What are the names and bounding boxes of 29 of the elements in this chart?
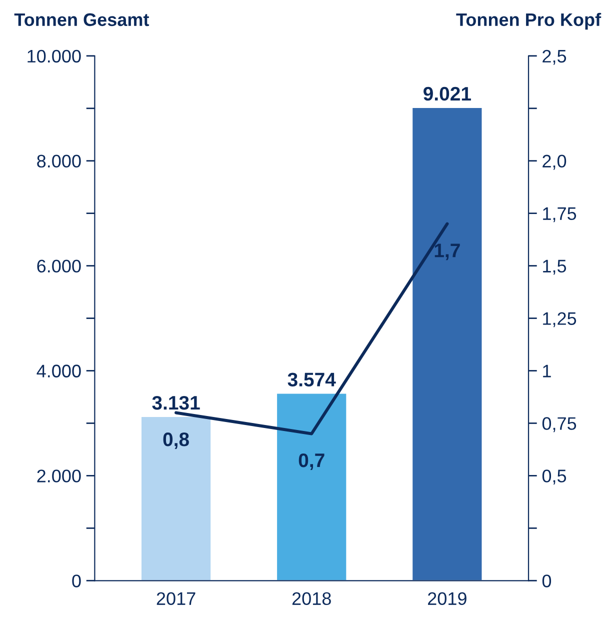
x-tick-label: 2017: [156, 592, 196, 606]
x-tick-label: 2019: [428, 592, 466, 606]
bar: [411, 106, 484, 581]
y-tick-label: 8.000: [37, 154, 81, 168]
data-label: 3.131: [152, 396, 200, 410]
x-tick-label: 2018: [292, 592, 331, 606]
y-tick-label: 10.000: [28, 50, 81, 63]
y-axis-title: Tonnen Gesamt: [14, 13, 150, 26]
y2-tick-label: 1,5: [543, 260, 566, 275]
y2-tick-label: 1: [543, 364, 551, 378]
bar: [140, 416, 212, 581]
bar: [276, 392, 348, 581]
y-tick-label: 6.000: [37, 260, 81, 273]
y2-tick-label: 0,75: [542, 417, 576, 432]
data-label: 9.021: [424, 86, 471, 101]
y-tick-label: 0: [72, 574, 81, 588]
y2-tick-label: 2,5: [542, 50, 566, 65]
data-label: 1,7: [434, 244, 460, 260]
y2-tick-label: 1,25: [543, 312, 576, 328]
y-tick-label: 2.000: [37, 470, 81, 482]
y2-axis-title: Tonnen Pro Kopf: [456, 12, 602, 30]
data-label: 0,7: [298, 453, 324, 470]
y2-tick-label: 0,5: [542, 470, 566, 485]
y2-tick-label: 0: [542, 574, 552, 588]
y-tick-label: 4.000: [36, 364, 81, 378]
data-label: 0,8: [163, 432, 189, 450]
data-label: 3.574: [288, 372, 336, 386]
y2-tick-label: 1,75: [543, 207, 576, 222]
y2-tick-label: 2,0: [542, 154, 566, 170]
